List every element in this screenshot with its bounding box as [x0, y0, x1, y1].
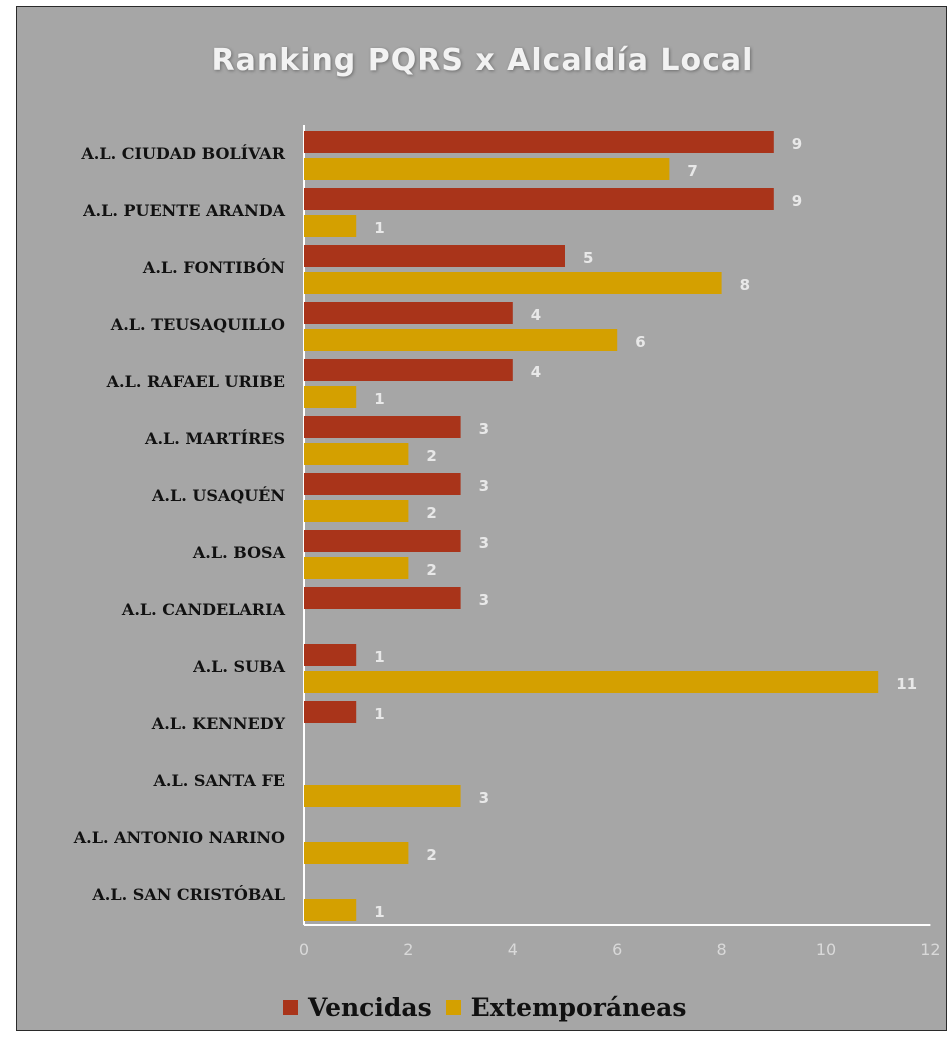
- y-category-label: A.L. SAN CRISTÓBAL: [91, 884, 285, 904]
- bar-vencidas: [304, 131, 774, 153]
- bar-chart: 0 2 4 6 8 10 12A.L. CIUDAD BOLÍVAR 97A.L. PUENT…: [73, 125, 941, 959]
- data-label-vencidas: 1: [374, 648, 384, 666]
- data-label-extemporaneas: 2: [426, 504, 436, 522]
- x-tick-label: 10: [816, 940, 836, 959]
- bar-extemporaneas: [304, 272, 722, 294]
- legend-label-extemporaneas: Extemporáneas: [470, 992, 687, 1022]
- data-label-vencidas: 3: [479, 534, 489, 552]
- data-label-extemporaneas: 1: [374, 219, 384, 237]
- chart-frame: Ranking PQRS x Alcaldía Local 0 2 4 6 8 10 12 A…: [16, 6, 947, 1031]
- data-label-vencidas: 9: [792, 192, 802, 210]
- bar-vencidas: [304, 302, 513, 324]
- bar-extemporaneas: [304, 329, 618, 351]
- bar-extemporaneas: [304, 842, 409, 864]
- legend-label-vencidas: Vencidas: [308, 992, 432, 1022]
- y-category-label: A.L. RAFAEL URIBE: [106, 372, 285, 391]
- bar-vencidas: [304, 530, 461, 552]
- bar-extemporaneas: [304, 386, 357, 408]
- bar-extemporaneas: [304, 557, 409, 579]
- bar-extemporaneas: [304, 671, 879, 693]
- bar-extemporaneas: [304, 443, 409, 465]
- bar-vencidas: [304, 245, 565, 267]
- data-label-vencidas: 3: [479, 420, 489, 438]
- bar-vencidas: [304, 359, 513, 381]
- data-label-extemporaneas: 1: [374, 903, 384, 921]
- x-tick-label: 0: [299, 940, 309, 959]
- legend-swatch-vencidas: [283, 999, 298, 1015]
- y-category-label: A.L. CIUDAD BOLÍVAR: [80, 143, 285, 163]
- x-tick-label: 2: [403, 940, 413, 959]
- data-label-extemporaneas: 6: [635, 333, 645, 351]
- data-label-vencidas: 4: [531, 363, 541, 381]
- bar-vencidas: [304, 188, 774, 210]
- data-label-vencidas: 5: [583, 249, 593, 267]
- y-category-label: A.L. PUENTE ARANDA: [82, 201, 285, 220]
- bar-vencidas: [304, 473, 461, 495]
- bar-vencidas: [304, 416, 461, 438]
- bar-extemporaneas: [304, 215, 357, 237]
- y-category-label: A.L. SUBA: [192, 657, 285, 676]
- legend-item-vencidas: Vencidas: [283, 993, 432, 1022]
- x-tick-label: 12: [920, 940, 940, 959]
- bar-extemporaneas: [304, 785, 461, 807]
- data-label-extemporaneas: 1: [374, 390, 384, 408]
- y-category-label: A.L. FONTIBÓN: [142, 257, 285, 277]
- y-category-label: A.L. TEUSAQUILLO: [110, 315, 285, 334]
- y-category-label: A.L. MARTÍRES: [144, 428, 285, 448]
- y-category-label: A.L. USAQUÉN: [151, 485, 285, 505]
- data-label-vencidas: 3: [479, 477, 489, 495]
- bar-extemporaneas: [304, 158, 670, 180]
- legend-swatch-extemporaneas: [445, 999, 461, 1015]
- data-label-extemporaneas: 2: [426, 447, 436, 465]
- data-label-vencidas: 3: [479, 591, 489, 609]
- x-tick-label: 4: [508, 940, 518, 959]
- data-label-extemporaneas: 11: [896, 675, 917, 693]
- y-category-label: A.L. SANTA FE: [152, 771, 285, 790]
- y-category-label: A.L. BOSA: [192, 543, 286, 562]
- y-category-label: A.L. CANDELARIA: [121, 600, 286, 619]
- legend-item-extemporaneas: Extemporáneas: [445, 992, 687, 1022]
- bar-extemporaneas: [304, 899, 357, 921]
- bar-vencidas: [304, 587, 461, 609]
- bar-vencidas: [304, 644, 357, 666]
- y-category-label: A.L. KENNEDY: [151, 714, 286, 733]
- x-tick-label: 8: [717, 940, 727, 959]
- data-label-vencidas: 4: [531, 306, 541, 324]
- data-label-vencidas: 1: [374, 705, 384, 723]
- bar-vencidas: [304, 701, 357, 723]
- data-label-vencidas: 9: [792, 135, 802, 153]
- chart-title: Ranking PQRS x Alcaldía Local: [211, 43, 754, 78]
- y-category-label: A.L. ANTONIO NARINO: [73, 828, 285, 847]
- data-label-extemporaneas: 8: [740, 276, 750, 294]
- data-label-extemporaneas: 7: [687, 162, 697, 180]
- data-label-extemporaneas: 2: [426, 561, 436, 579]
- x-tick-label: 6: [612, 940, 622, 959]
- legend: Vencidas Extemporáneas: [283, 987, 686, 1027]
- bar-extemporaneas: [304, 500, 409, 522]
- data-label-extemporaneas: 3: [479, 789, 489, 807]
- data-label-extemporaneas: 2: [426, 846, 436, 864]
